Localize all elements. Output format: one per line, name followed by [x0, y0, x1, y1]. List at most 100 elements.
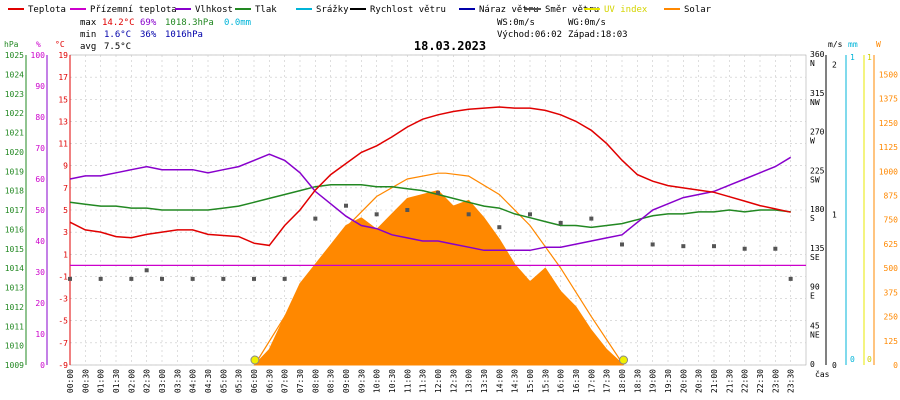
- hpa-tick: 1010: [5, 342, 24, 351]
- series-humidity: [69, 153, 792, 252]
- series-pressure: [69, 184, 791, 229]
- x-tick: 12:30: [449, 369, 458, 393]
- temp-tick: -3: [58, 295, 68, 304]
- wind-direction-point: [144, 268, 149, 273]
- legend-label: Solar: [684, 5, 712, 15]
- wind-direction-point: [497, 225, 502, 230]
- solar-tick: 1125: [879, 143, 898, 152]
- temp-tick: 7: [63, 184, 68, 193]
- x-tick: 01:00: [97, 369, 106, 393]
- x-tick: 08:30: [327, 369, 336, 393]
- x-tick: 13:30: [480, 369, 489, 393]
- wind-direction-point: [98, 276, 103, 281]
- solar-tick: 125: [884, 337, 899, 346]
- temp-tick: 5: [63, 206, 68, 215]
- pct-tick: 10: [35, 330, 45, 339]
- solar-tick: 625: [884, 240, 899, 249]
- sunset-info: Západ:18:03: [568, 30, 628, 40]
- sunrise-marker: [250, 355, 260, 365]
- axis-unit-pct: %: [36, 40, 41, 49]
- wind-direction-point: [712, 244, 716, 249]
- pct-tick: 90: [35, 82, 45, 91]
- x-tick: 10:00: [373, 369, 382, 393]
- solar-tick: 1375: [879, 95, 898, 104]
- wind-direction-point: [190, 276, 195, 281]
- legend-label: Rychlost větru: [370, 5, 446, 15]
- hpa-tick: 1022: [5, 109, 24, 118]
- wind-direction-point: [436, 190, 440, 195]
- solar-tick: 0: [893, 361, 898, 370]
- wind-direction-point: [466, 212, 471, 217]
- dir-label: SW: [810, 175, 820, 184]
- wind-tick: 1: [832, 211, 837, 220]
- x-tick: 20:30: [695, 369, 704, 393]
- pct-tick: 40: [35, 237, 45, 246]
- legend-label: Přízemní teplota: [90, 5, 177, 15]
- x-tick: 08:00: [311, 369, 320, 393]
- axis-unit-temp: °C: [55, 40, 65, 49]
- dir-tick: 225: [810, 166, 825, 175]
- dir-tick: 0: [810, 360, 815, 369]
- legend-label: Směr větru: [545, 5, 599, 15]
- temp-tick: -7: [58, 339, 68, 348]
- x-tick: 11:00: [403, 369, 412, 393]
- x-tick: 22:30: [756, 369, 765, 393]
- legend-label: Srážky: [316, 5, 349, 15]
- wind-direction-point: [374, 212, 379, 217]
- hpa-tick: 1011: [5, 322, 24, 331]
- stat-max-press: 1018.3hPa: [165, 18, 214, 28]
- hpa-tick: 1017: [5, 206, 24, 215]
- x-tick: 15:30: [541, 369, 550, 393]
- axis-unit-hpa: hPa: [4, 40, 19, 49]
- stat-max-hum: 69%: [140, 18, 157, 28]
- x-tick: 03:30: [173, 369, 182, 393]
- x-tick: 14:30: [511, 369, 520, 393]
- x-tick: 09:00: [342, 369, 351, 393]
- x-tick: 18:30: [633, 369, 642, 393]
- solar-tick: 1000: [879, 167, 898, 176]
- temp-tick: 1: [63, 250, 68, 259]
- x-tick: 17:30: [603, 369, 612, 393]
- dir-tick: 135: [810, 244, 825, 253]
- uv-tick: 0: [867, 355, 872, 364]
- x-tick: 21:00: [710, 369, 719, 393]
- wind-direction-point: [129, 276, 134, 281]
- hpa-tick: 1014: [5, 264, 24, 273]
- dir-label: W: [810, 137, 815, 146]
- sunrise-info: Východ:06:02: [497, 30, 562, 40]
- stat-label: max: [80, 18, 97, 28]
- x-tick: 07:00: [281, 369, 290, 393]
- wind-direction-point: [620, 242, 624, 247]
- pct-tick: 30: [35, 268, 45, 277]
- dir-label: NE: [810, 330, 820, 339]
- dir-label: S: [810, 214, 815, 223]
- solar-tick: 500: [884, 264, 899, 273]
- dir-tick: 270: [810, 128, 825, 137]
- x-tick: 19:30: [664, 369, 673, 393]
- hpa-tick: 1012: [5, 303, 24, 312]
- series-solar: [253, 190, 624, 366]
- x-tick: 07:30: [296, 369, 305, 393]
- x-tick: 04:30: [204, 369, 213, 393]
- solar-tick: 875: [884, 191, 899, 200]
- dir-label: SE: [810, 253, 820, 262]
- wind-direction-point: [589, 216, 594, 221]
- wind-direction-point: [68, 276, 72, 281]
- dir-tick: 90: [810, 283, 820, 292]
- x-tick: 11:30: [419, 369, 428, 393]
- dir-tick: 360: [810, 50, 825, 59]
- hpa-tick: 1009: [5, 361, 24, 370]
- temp-tick: -9: [58, 361, 68, 370]
- wind-direction-point: [681, 244, 686, 249]
- temp-tick: 17: [58, 73, 68, 82]
- solar-tick: 1500: [879, 70, 898, 79]
- temp-tick: 9: [63, 162, 68, 171]
- hpa-tick: 1016: [5, 225, 24, 234]
- x-tick: 12:00: [434, 369, 443, 393]
- x-tick: 04:00: [189, 369, 198, 393]
- sunset-marker: [619, 355, 629, 365]
- x-tick: 01:30: [112, 369, 121, 393]
- x-tick: 02:30: [143, 369, 152, 393]
- x-tick: 06:30: [265, 369, 274, 393]
- x-tick: 13:00: [465, 369, 474, 393]
